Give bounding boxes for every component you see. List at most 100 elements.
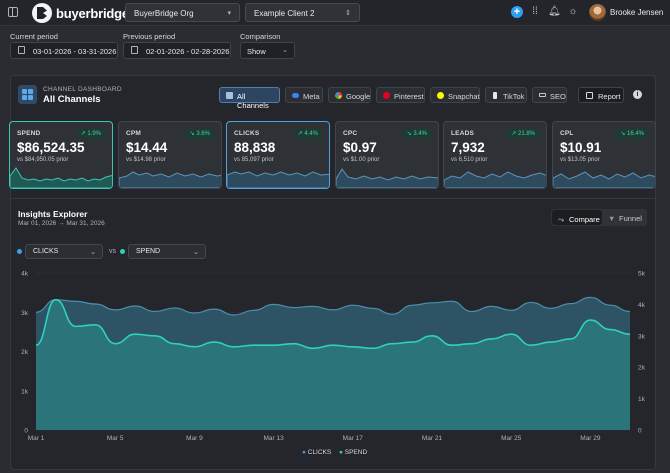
tab-label: All Channels [237,91,269,110]
sparkline [10,167,112,188]
spend-area [36,299,630,430]
comparison-select[interactable]: Show ⌄ [240,42,295,59]
x-tick-label: Mar 13 [263,435,284,442]
dashboard-grid-icon [18,85,37,104]
tab-all-channels[interactable]: All Channels [219,87,280,110]
compare-button[interactable]: ⤳ Compare [552,210,602,225]
client-select[interactable]: Example Client 2 ⇕ [245,3,360,22]
sun-icon[interactable]: ☼ [568,6,578,17]
y-right-tick-label: 3k [638,333,646,340]
kpi-card-cpm[interactable]: CPM ↘ 3.6% $14.44 vs $14.98 prior [118,121,222,189]
compare-label: Compare [569,214,600,224]
current-period-label: Current period [10,32,58,41]
calendar-icon [18,46,25,54]
dashboard-subtitle: Channel Dashboard [43,86,122,93]
x-tick-label: Mar 25 [501,435,522,442]
chevron-down-icon: ⌄ [90,248,96,256]
sparkline [444,171,546,188]
current-period-picker[interactable]: 03-01-2026 - 03-31-2026 [10,42,118,59]
funnel-icon[interactable]: ▼ [608,213,616,223]
grid-icon[interactable]: ⁞⁞ [532,6,538,17]
dashboard-title: All Channels [43,94,101,105]
chevron-down-icon: ⌄ [193,248,199,256]
metric-left-value: CLICKS [33,248,59,255]
funnel-button[interactable]: Funnel [619,213,642,223]
kpi-value: $14.44 [126,140,168,155]
seo-icon [539,93,546,97]
chevron-down-icon: ⌄ [282,47,288,54]
kpi-value: 7,932 [451,140,485,155]
tab-tiktok[interactable]: TikTok [485,87,527,103]
tiktok-icon [493,92,497,99]
insights-chart: 0 1k 2k 3k 4k 0 1k 2k 3k 4k 5k Mar 1 Mar 5 Mar 9 Mar 1… [21,271,646,443]
spend-series-dot [120,249,125,254]
kpi-label: CPC [343,130,358,137]
bell-icon[interactable]: 🔔︎ [548,6,561,17]
kpi-card-cpl[interactable]: CPL ↘ 16.4% $10.91 vs $13.05 prior [552,121,656,189]
kpi-card-leads[interactable]: LEADS ↗ 21.8% 7,932 vs 6,510 prior [443,121,547,189]
y-left-tick-label: 1k [21,388,29,395]
user-name[interactable]: Brooke Jensen [610,8,664,17]
kpi-label: CPL [560,130,574,137]
trend-badge: ↗ 21.8% [507,129,539,139]
previous-period-picker[interactable]: 02-01-2026 - 02-28-2026 [123,42,231,59]
kpi-prior: vs $14.98 prior [126,157,166,163]
x-tick-label: Mar 1 [28,435,45,442]
tab-pinterest[interactable]: Pinterest [376,87,425,103]
tab-seo[interactable]: SEO [532,87,567,103]
y-right-tick-label: 2k [638,365,646,372]
sparkline [227,171,329,188]
legend-spend-label: SPEND [344,449,368,456]
y-right-tick-label: 1k [638,396,646,403]
organization-select[interactable]: BuyerBridge Org ▾ [125,3,240,22]
calendar-icon [131,46,138,54]
comparison-label: Comparison [240,32,281,41]
kpi-label: LEADS [451,130,475,137]
x-tick-label: Mar 29 [580,435,601,442]
tab-label: SEO [550,91,566,101]
legend-spend: ● SPEND [339,449,368,456]
avatar[interactable] [589,4,606,21]
y-left-tick-label: 0 [24,428,28,435]
grid-icon [226,92,233,99]
tab-snapchat[interactable]: Snapchat [430,87,480,103]
trend-badge: ↘ 3.4% [402,129,431,139]
trend-badge: ↗ 1.9% [76,129,105,139]
metric-right-select[interactable]: SPEND ⌄ [128,244,206,259]
organization-select-value: BuyerBridge Org [134,9,194,18]
trend-badge: ↗ 4.4% [293,129,322,139]
tab-meta[interactable]: Meta [285,87,323,103]
legend-clicks-label: CLICKS [307,449,332,456]
kpi-card-clicks[interactable]: CLICKS ↗ 4.4% 88,838 vs 85,097 prior [226,121,330,189]
tab-label: Pinterest [394,91,424,101]
kpi-value: $10.91 [560,140,602,155]
info-icon[interactable]: i [633,90,642,99]
meta-icon [292,93,299,98]
kpi-card-cpc[interactable]: CPC ↘ 3.4% $0.97 vs $1.00 prior [335,121,439,189]
tab-label: TikTok [503,91,525,101]
spend-line [35,298,631,350]
metric-left-select[interactable]: CLICKS ⌄ [25,244,103,259]
google-icon [335,92,342,99]
chevron-updown-icon: ⇕ [345,10,351,17]
kpi-card-spend[interactable]: SPEND ↗ 1.9% $86,524.35 vs $84,950.05 pr… [9,121,113,189]
previous-period-label: Previous period [123,32,176,41]
y-left-tick-label: 2k [21,349,29,356]
view-toggle: ⤳ Compare ▼ Funnel [551,209,647,226]
kpi-value: 88,838 [234,140,276,155]
clicks-line [35,296,631,316]
vs-label: vs [109,248,116,255]
divider [10,198,656,199]
y-right-tick-label: 4k [638,302,646,309]
sparkline [336,168,438,188]
report-label: Report [598,91,621,101]
sidebar-toggle-icon[interactable] [8,7,18,17]
metric-right-value: SPEND [136,248,161,255]
report-button[interactable]: Report [578,87,624,103]
kpi-prior: vs 6,510 prior [451,157,488,163]
x-tick-label: Mar 17 [343,435,364,442]
insights-title: Insights Explorer [18,209,88,219]
y-left-tick-label: 4k [21,271,29,278]
add-plus-button[interactable]: + [511,6,523,18]
tab-google[interactable]: Google [328,87,371,103]
